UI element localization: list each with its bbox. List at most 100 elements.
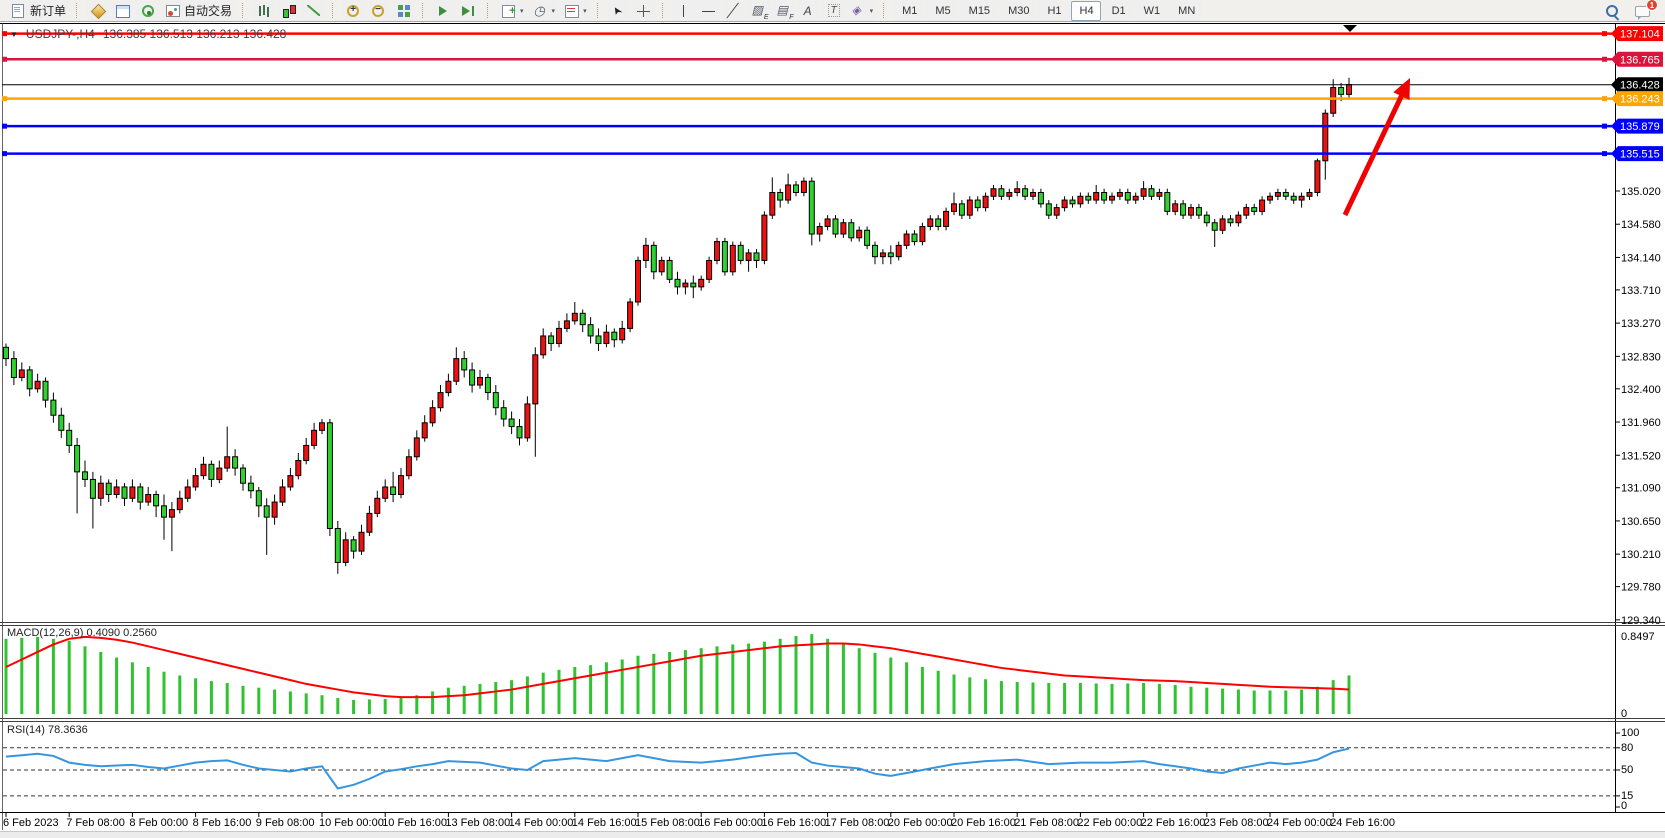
- svg-text:20 Feb 00:00: 20 Feb 00:00: [888, 817, 953, 829]
- svg-text:16 Feb 00:00: 16 Feb 00:00: [698, 817, 763, 829]
- notifications-button[interactable]: 1: [1631, 0, 1658, 21]
- svg-text:15 Feb 08:00: 15 Feb 08:00: [635, 817, 700, 829]
- crosshair-icon: [635, 3, 652, 19]
- timeframe-d1[interactable]: D1: [1102, 0, 1133, 21]
- bar-chart-icon: [255, 3, 272, 19]
- search-button[interactable]: [1600, 1, 1623, 21]
- auto-scroll-icon: [435, 3, 452, 19]
- svg-text:20 Feb 16:00: 20 Feb 16:00: [951, 817, 1016, 829]
- crosshair-button[interactable]: [631, 0, 655, 21]
- zoom-in-button[interactable]: [342, 0, 366, 21]
- horizontal-line-button[interactable]: [696, 0, 720, 21]
- equidistant-channel-icon: E: [750, 3, 769, 21]
- trend-arrow[interactable]: [1342, 78, 1410, 217]
- bar-chart-button[interactable]: [252, 0, 276, 21]
- timeframe-m5[interactable]: M5: [926, 0, 958, 21]
- signals-button[interactable]: [136, 0, 160, 21]
- svg-text:131.090: 131.090: [1621, 483, 1661, 495]
- trendline-button[interactable]: [721, 0, 745, 21]
- new-chart-icon: [500, 3, 517, 19]
- svg-text:100: 100: [1621, 727, 1639, 739]
- toolbar-separator: [242, 3, 246, 18]
- line-chart-button[interactable]: [302, 0, 326, 21]
- chart-shift-button[interactable]: [457, 0, 481, 21]
- timeframe-h1[interactable]: H1: [1038, 0, 1069, 21]
- svg-text:17 Feb 08:00: 17 Feb 08:00: [825, 817, 890, 829]
- candlestick-chart-icon: [280, 3, 297, 19]
- level-anchor[interactable]: [2, 31, 7, 37]
- fibonacci-button[interactable]: F: [771, 0, 795, 21]
- svg-text:133.270: 133.270: [1621, 318, 1661, 330]
- cursor-button[interactable]: [606, 0, 630, 21]
- vertical-line-icon: [675, 3, 692, 19]
- level-anchor[interactable]: [2, 151, 7, 157]
- timeframe-m15[interactable]: M15: [959, 0, 998, 21]
- timeframe-h4[interactable]: H4: [1070, 0, 1101, 21]
- market-depth-button[interactable]: [86, 0, 110, 21]
- svg-text:130.210: 130.210: [1621, 549, 1661, 561]
- svg-text:129.340: 129.340: [1621, 615, 1661, 627]
- zoom-out-button[interactable]: [367, 0, 391, 21]
- tile-windows-button[interactable]: [392, 0, 416, 21]
- search-icon: [1603, 3, 1620, 19]
- level-anchor[interactable]: [1602, 31, 1607, 37]
- chart-window: 135.020 134.580 134.140 133.710 133.270 132.8…: [0, 22, 1665, 838]
- timeframe-w1[interactable]: W1: [1134, 0, 1168, 21]
- arrows-button[interactable]: ▾: [846, 0, 877, 21]
- svg-text:134.140: 134.140: [1621, 252, 1661, 264]
- templates-button[interactable]: ▾: [560, 0, 590, 21]
- symbol-dropdown-icon[interactable]: ▼: [10, 29, 18, 39]
- svg-text:13 Feb 08:00: 13 Feb 08:00: [445, 817, 510, 829]
- arrows-icon: [850, 3, 867, 19]
- periods-button[interactable]: ▾: [528, 0, 559, 21]
- text-button[interactable]: [796, 0, 820, 21]
- svg-text:136.765: 136.765: [1620, 54, 1660, 66]
- svg-text:24 Feb 00:00: 24 Feb 00:00: [1267, 817, 1332, 829]
- level-anchor[interactable]: [1602, 151, 1607, 157]
- svg-text:0: 0: [1621, 708, 1627, 720]
- autotrading-button[interactable]: 自动交易: [161, 0, 236, 21]
- equidistant-channel-button[interactable]: E: [746, 0, 770, 21]
- chart-shift-marker[interactable]: [1343, 25, 1357, 32]
- cursor-icon: [610, 3, 627, 19]
- timeframe-m30[interactable]: M30: [999, 0, 1037, 21]
- timeframe-m1[interactable]: M1: [893, 0, 925, 21]
- chart-canvas[interactable]: 135.020 134.580 134.140 133.710 133.270 132.8…: [0, 22, 1665, 838]
- market-watch-icon: [114, 3, 131, 19]
- svg-text:130.650: 130.650: [1621, 516, 1661, 528]
- level-anchor[interactable]: [1602, 56, 1607, 62]
- svg-text:129.780: 129.780: [1621, 582, 1661, 594]
- vertical-line-button[interactable]: [671, 0, 695, 21]
- svg-text:10 Feb 00:00: 10 Feb 00:00: [319, 817, 384, 829]
- chart-shift-icon: [460, 3, 477, 19]
- notification-badge: 1: [1646, 0, 1658, 11]
- svg-text:7 Feb 08:00: 7 Feb 08:00: [66, 817, 125, 829]
- level-anchor[interactable]: [2, 123, 7, 129]
- auto-scroll-button[interactable]: [432, 0, 456, 21]
- toolbar-separator: [661, 3, 666, 18]
- candlestick-chart-button[interactable]: [277, 0, 301, 21]
- svg-text:23 Feb 08:00: 23 Feb 08:00: [1204, 817, 1269, 829]
- signals-icon: [139, 3, 156, 19]
- level-anchor[interactable]: [1602, 123, 1607, 129]
- level-anchor[interactable]: [2, 56, 7, 62]
- new-chart-button[interactable]: ▾: [497, 0, 527, 21]
- new-order-button[interactable]: 新订单: [7, 0, 70, 21]
- price-level-labels: 137.104 136.765 136.428 136.243 135.879 135.5…: [1611, 26, 1663, 162]
- macd-pane: 0.8497 0: [4, 631, 1655, 720]
- svg-text:135.515: 135.515: [1620, 149, 1660, 161]
- svg-text:8 Feb 00:00: 8 Feb 00:00: [129, 817, 188, 829]
- zoom-in-icon: [345, 3, 362, 19]
- toolbar-separator: [596, 3, 601, 18]
- svg-text:9 Feb 08:00: 9 Feb 08:00: [256, 817, 315, 829]
- level-anchor[interactable]: [1602, 96, 1607, 102]
- timeframe-mn[interactable]: MN: [1169, 0, 1203, 21]
- level-anchor[interactable]: [2, 96, 7, 102]
- market-watch-button[interactable]: [111, 0, 135, 21]
- trendline-icon: [725, 3, 742, 19]
- rsi-pane: 100 80 50 150: [3, 727, 1639, 812]
- toolbar-separator: [422, 3, 426, 18]
- label-button[interactable]: [821, 0, 845, 21]
